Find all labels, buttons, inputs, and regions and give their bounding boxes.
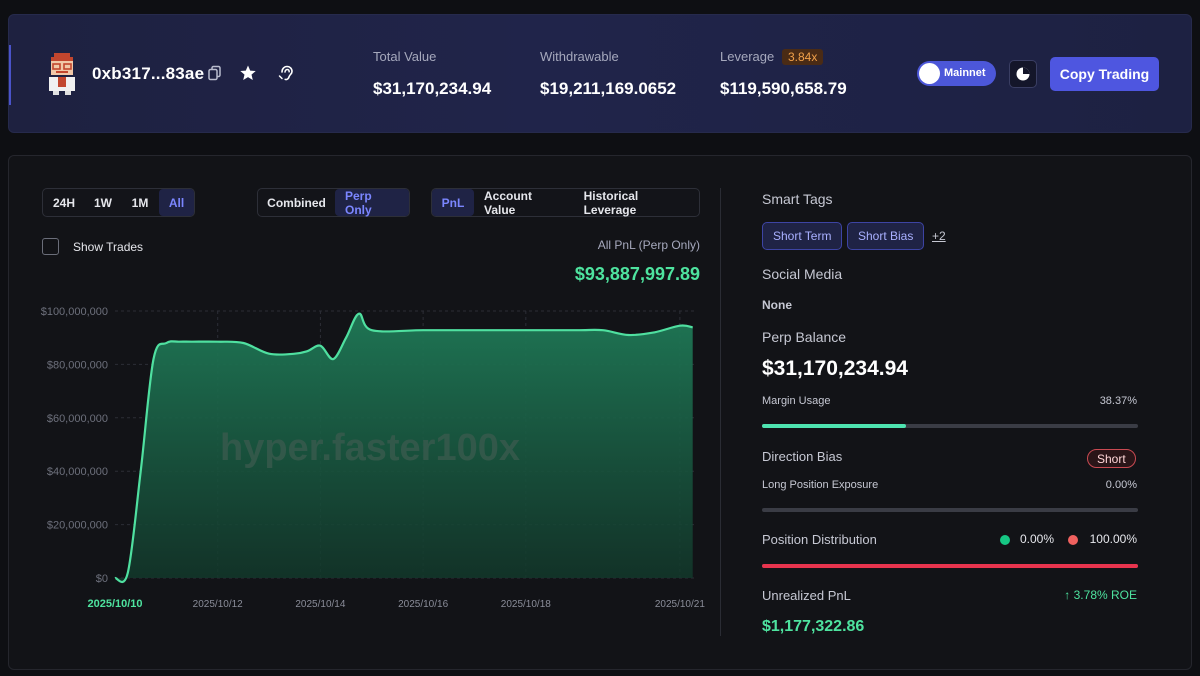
direction-bias-label: Direction Bias	[762, 449, 843, 464]
long-exposure-value: 0.00%	[1105, 479, 1137, 491]
metric-historical-leverage[interactable]: Historical Leverage	[583, 188, 639, 217]
x-tick-label: 2025/10/21	[655, 599, 705, 610]
pie-chart-icon	[1016, 67, 1030, 81]
network-toggle-label: Mainnet	[944, 67, 986, 79]
social-media-value: None	[762, 298, 792, 312]
long-percentage: 0.00%	[1020, 532, 1055, 546]
more-tags-link[interactable]: +2	[932, 229, 946, 243]
mode-combined[interactable]: Combined	[267, 195, 326, 210]
all-pnl-value: $93,887,997.89	[574, 264, 700, 284]
long-dot	[1000, 535, 1010, 545]
all-pnl-label: All PnL (Perp Only)	[597, 238, 700, 252]
metric-selector: PnL Account Value Historical Leverage	[431, 188, 700, 217]
y-tick-label: $100,000,000	[41, 306, 108, 318]
network-toggle[interactable]: Mainnet	[917, 61, 996, 86]
x-tick-label: 2025/10/14	[295, 599, 345, 610]
copy-trading-button[interactable]: Copy Trading	[1050, 57, 1159, 91]
leverage-value: $119,590,658.79	[720, 79, 847, 98]
unrealized-pnl-value: $1,177,322.86	[762, 618, 865, 635]
y-tick-label: $60,000,000	[47, 413, 108, 425]
x-tick-label: 2025/10/12	[193, 599, 243, 610]
long-exposure-bar	[762, 508, 1138, 512]
smart-tags-label: Smart Tags	[762, 191, 833, 207]
star-icon[interactable]	[239, 64, 257, 82]
margin-usage-fill	[762, 424, 907, 428]
position-distribution-label: Position Distribution	[762, 532, 877, 547]
header-accent-bar	[9, 45, 11, 105]
margin-usage-label: Margin Usage	[762, 395, 831, 407]
unrealized-pnl-label: Unrealized PnL	[762, 588, 851, 603]
time-range-selector: 24H 1W 1M All	[42, 188, 195, 217]
x-tick-label: 2025/10/16	[398, 599, 448, 610]
long-exposure-label: Long Position Exposure	[762, 479, 879, 491]
withdrawable-label: Withdrawable	[540, 49, 619, 64]
y-tick-label: $20,000,000	[47, 520, 108, 532]
show-trades-checkbox[interactable]	[42, 238, 59, 255]
leverage-badge: 3.84x	[782, 49, 824, 65]
y-tick-label: $0	[96, 573, 108, 585]
social-media-label: Social Media	[762, 266, 843, 282]
tag-short-bias[interactable]: Short Bias	[847, 222, 925, 250]
x-tick-label: 2025/10/18	[501, 599, 551, 610]
perp-balance-value: $31,170,234.94	[762, 357, 908, 380]
direction-bias-badge: Short	[1087, 449, 1136, 468]
time-range-1m[interactable]: 1M	[131, 195, 149, 210]
position-short-fill	[762, 564, 1138, 568]
metric-pnl[interactable]: PnL	[432, 189, 474, 216]
total-value: $31,170,234.94	[373, 79, 492, 98]
short-percentage: 100.00%	[1089, 532, 1137, 546]
total-value-label: Total Value	[373, 49, 437, 64]
pnl-area	[115, 313, 693, 582]
position-distribution-bar	[762, 564, 1138, 568]
wallet-avatar	[49, 53, 75, 95]
short-dot	[1068, 535, 1078, 545]
time-range-24h[interactable]: 24H	[53, 195, 76, 210]
pnl-line	[113, 312, 693, 584]
toggle-knob	[919, 63, 940, 84]
tag-short-term[interactable]: Short Term	[762, 222, 843, 250]
mode-perp-only[interactable]: Perp Only	[335, 189, 409, 217]
leverage-label: Leverage	[720, 49, 775, 64]
time-range-1w[interactable]: 1W	[94, 195, 112, 210]
y-tick-label: $40,000,000	[47, 466, 108, 478]
ear-icon[interactable]	[277, 64, 295, 82]
time-range-all[interactable]: All	[159, 189, 194, 216]
copy-icon[interactable]	[206, 64, 224, 82]
roe-value: ↑ 3.78% ROE	[1064, 588, 1137, 602]
panel-divider	[720, 188, 721, 636]
mode-selector: Combined Perp Only	[257, 188, 410, 217]
show-trades-label: Show Trades	[73, 240, 144, 254]
x-tick-label: 2025/10/10	[87, 598, 142, 610]
metric-account-value[interactable]: Account Value	[484, 188, 532, 217]
pnl-chart: hyper.faster100x $0 $20,000,000 $40,000,00…	[41, 306, 706, 610]
margin-usage-bar	[762, 424, 1138, 428]
withdrawable-value: $19,211,169.0652	[540, 79, 677, 98]
pie-chart-button[interactable]	[1009, 60, 1037, 88]
y-tick-label: $80,000,000	[47, 359, 108, 371]
margin-usage-value: 38.37%	[1099, 395, 1137, 407]
wallet-address: 0xb317...83ae	[92, 64, 205, 83]
perp-balance-label: Perp Balance	[762, 329, 847, 345]
chart-watermark: hyper.faster100x	[220, 427, 520, 469]
